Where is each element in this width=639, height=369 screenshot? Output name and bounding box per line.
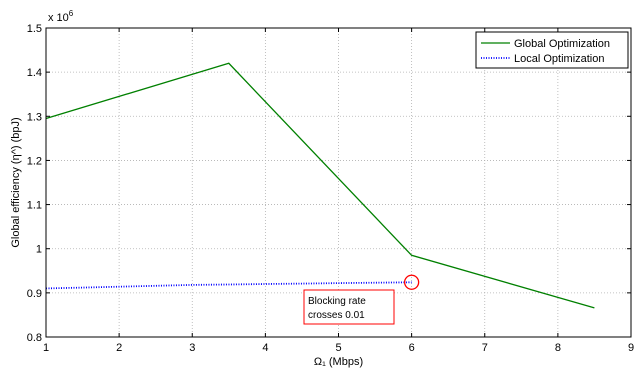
series-layer (45, 62, 595, 309)
x-tick-label: 5 (335, 342, 341, 354)
legend: Global Optimization Local Optimization (475, 31, 629, 69)
y-exponent-label: x 106 (48, 9, 74, 24)
x-tick-label: 3 (189, 342, 195, 354)
x-tick-label: 1 (43, 342, 49, 354)
series-line-0 (45, 62, 595, 309)
blocking-rate-marker (403, 274, 420, 290)
y-tick-label: 0.9 (27, 288, 42, 300)
legend-label-global-optimization: Global Optimization (514, 38, 610, 50)
y-tick-label: 1 (36, 244, 42, 256)
legend-label-local-optimization: Local Optimization (514, 53, 605, 65)
x-tick-label: 8 (555, 342, 561, 354)
y-tick-label: 0.8 (27, 332, 42, 344)
annotation-box (303, 289, 395, 325)
y-tick-label: 1.5 (27, 23, 42, 35)
x-tick-label: 9 (628, 342, 634, 354)
y-tick-label: 1.3 (27, 111, 42, 123)
grid-lines (46, 28, 631, 337)
x-tick-label: 6 (409, 342, 415, 354)
y-tick-label: 1.2 (27, 155, 42, 167)
x-tick-label: 4 (262, 342, 268, 354)
x-tick-label: 7 (482, 342, 488, 354)
annotation: Blocking rate crosses 0.01 (303, 274, 420, 325)
x-axis-label: Ω₁ (Mbps) (314, 356, 363, 368)
y-tick-label: 1.4 (27, 67, 42, 79)
legend-box (475, 31, 629, 69)
annotation-line-1: Blocking rate (308, 296, 366, 307)
axis-ticks: 1 2 3 4 5 6 7 8 9 0.8 0.9 1 1.1 1.2 1.3 1.4 1.5 (27, 23, 634, 354)
x-tick-label: 2 (116, 342, 122, 354)
series-line-1 (45, 281, 412, 290)
y-tick-label: 1.1 (27, 200, 42, 212)
annotation-line-2: crosses 0.01 (308, 310, 365, 321)
y-axis-label: Global efficiency (η^) (bpJ) (10, 117, 22, 247)
